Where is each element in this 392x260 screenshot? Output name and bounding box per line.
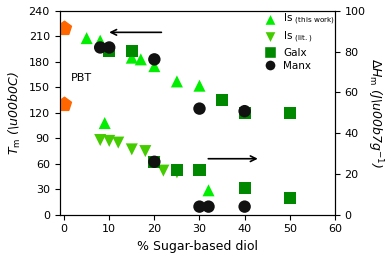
Point: [196, 107, 203, 111]
Point: [151, 160, 158, 164]
Point: [287, 196, 293, 200]
Point: [138, 57, 144, 61]
Point: [115, 140, 122, 145]
Point: [83, 36, 90, 40]
Point: [106, 139, 113, 143]
Point: [151, 57, 158, 61]
Point: [97, 138, 103, 142]
Point: [241, 205, 248, 209]
Point: [61, 26, 67, 30]
Point: [151, 64, 158, 68]
Point: [174, 79, 180, 83]
Point: [61, 102, 67, 106]
Point: [106, 49, 113, 53]
Y-axis label: $\Delta H_\mathrm{m}$ (J\u00b7g$^{-1}$): $\Delta H_\mathrm{m}$ (J\u00b7g$^{-1}$): [365, 58, 385, 168]
Point: [241, 186, 248, 190]
Point: [174, 170, 180, 174]
Point: [151, 160, 158, 164]
Point: [129, 147, 135, 152]
Point: [102, 121, 108, 125]
Point: [151, 160, 158, 164]
Point: [241, 111, 248, 115]
Point: [196, 205, 203, 209]
Point: [174, 168, 180, 172]
Y-axis label: $T_\mathrm{m}$ (\u00b0C): $T_\mathrm{m}$ (\u00b0C): [7, 71, 23, 155]
Text: PBT: PBT: [71, 73, 92, 83]
X-axis label: % Sugar-based diol: % Sugar-based diol: [137, 240, 258, 253]
Point: [196, 168, 203, 172]
Point: [97, 46, 103, 50]
Point: [287, 111, 293, 115]
Point: [142, 149, 149, 153]
Point: [129, 49, 135, 53]
Point: [241, 109, 248, 113]
Point: [97, 38, 103, 43]
Legend: I$\mathregular{s}$ $_{(\mathregular{this\ work})}$, I$\mathregular{s}$ $_{(\math: I$\mathregular{s}$ $_{(\mathregular{this…: [259, 12, 335, 71]
Point: [205, 188, 212, 192]
Point: [196, 84, 203, 88]
Point: [106, 46, 113, 50]
Point: [219, 98, 225, 102]
Point: [129, 56, 135, 60]
Point: [160, 168, 167, 173]
Point: [205, 205, 212, 209]
